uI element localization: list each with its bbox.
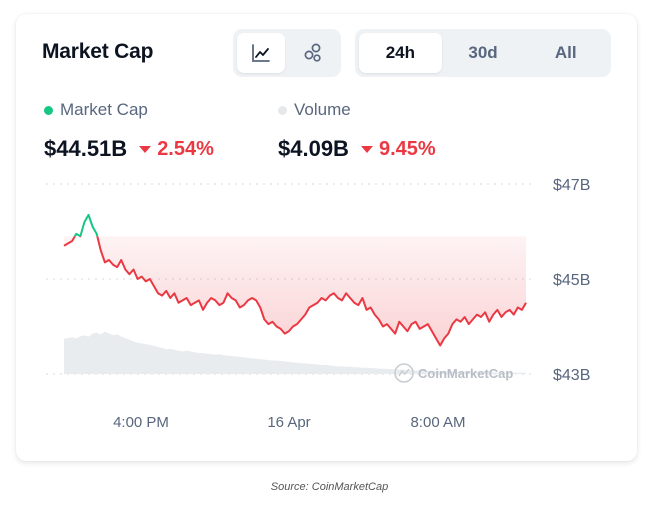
volume-value-row: $4.09B 9.45% <box>278 136 436 162</box>
y-tick-label: $45B <box>553 272 590 289</box>
market-cap-change-value: 2.54% <box>157 137 214 160</box>
x-tick-label: 16 Apr <box>267 414 310 431</box>
line-chart-icon <box>252 44 270 62</box>
tab-all[interactable]: All <box>554 43 577 62</box>
price-line-down <box>63 236 527 347</box>
y-axis-ticks: $47B $45B $43B <box>553 177 590 384</box>
y-tick-label: $43B <box>553 367 590 384</box>
market-cap-value: $44.51B <box>44 136 128 161</box>
legend-market-cap[interactable]: Market Cap <box>44 100 148 120</box>
tab-24h[interactable]: 24h <box>359 33 442 73</box>
market-cap-card: Market Cap 24h 30d All Market Cap Volume… <box>16 14 637 461</box>
watermark: CoinMarketCap <box>394 363 513 383</box>
chart-type-toggle <box>233 29 341 77</box>
coinmarketcap-logo-icon <box>394 363 414 383</box>
caret-down-icon <box>360 145 373 153</box>
market-cap-value-row: $44.51B 2.54% <box>44 136 214 162</box>
time-range-tabs: 24h 30d All <box>355 29 611 77</box>
volume-value: $4.09B <box>278 136 349 161</box>
tab-30d[interactable]: 30d <box>468 43 498 62</box>
card-title: Market Cap <box>42 40 154 63</box>
y-tick-label: $47B <box>553 177 590 194</box>
x-axis-ticks: 4:00 PM 16 Apr 8:00 AM <box>113 414 465 431</box>
volume-change-value: 9.45% <box>378 137 436 160</box>
price-fill <box>64 236 526 346</box>
caret-down-icon <box>139 145 152 153</box>
volume-series <box>64 331 526 374</box>
volume-area <box>64 331 526 374</box>
price-fill-area <box>64 236 526 346</box>
legend-volume-label: Volume <box>294 100 351 119</box>
line-chart-button[interactable] <box>237 33 285 73</box>
volume-change: 9.45% <box>360 137 436 161</box>
legend-market-cap-label: Market Cap <box>60 100 148 119</box>
bubbles-chart-button[interactable] <box>289 33 337 73</box>
market-cap-change: 2.54% <box>139 138 214 161</box>
market-cap-chart[interactable]: CoinMarketCap $47B $45B $43B 4:00 PM 16 Apr… <box>46 164 606 434</box>
watermark-text: CoinMarketCap <box>418 366 513 381</box>
volume-dot-icon <box>278 105 287 115</box>
price-line <box>63 213 527 347</box>
bubbles-icon <box>304 43 321 62</box>
legend-volume[interactable]: Volume <box>278 100 351 120</box>
market-cap-dot-icon <box>44 105 53 115</box>
source-caption: Source: CoinMarketCap <box>270 481 389 493</box>
x-tick-label: 4:00 PM <box>113 414 169 431</box>
x-tick-label: 8:00 AM <box>410 414 465 431</box>
